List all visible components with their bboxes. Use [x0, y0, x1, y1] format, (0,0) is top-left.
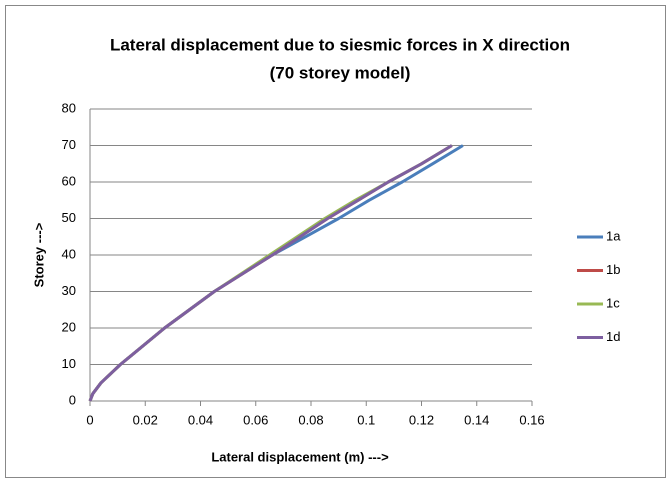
y-tick-label: 60 — [62, 173, 76, 188]
y-tick-label: 20 — [62, 319, 76, 334]
x-tick-label: 0.04 — [188, 412, 213, 427]
y-tick-label: 30 — [62, 283, 76, 298]
series-line — [88, 144, 453, 402]
x-tick-label: 0.12 — [409, 412, 434, 427]
x-tick-label: 0.1 — [357, 412, 375, 427]
y-tick-label: 0 — [69, 392, 76, 407]
legend-label: 1b — [606, 262, 620, 277]
y-tick-label: 80 — [62, 100, 76, 115]
x-tick-label: 0.02 — [133, 412, 158, 427]
y-tick-label: 50 — [62, 210, 76, 225]
x-tick-label: 0.08 — [298, 412, 323, 427]
chart-title: Lateral displacement due to siesmic forc… — [110, 35, 570, 54]
legend-label: 1a — [606, 228, 621, 243]
x-tick-label: 0.16 — [519, 412, 544, 427]
y-axis-label: Storey ---> — [31, 222, 46, 287]
chart-border — [5, 5, 666, 478]
chart-title: (70 storey model) — [270, 63, 411, 82]
x-axis-label: Lateral displacement (m) ---> — [211, 449, 389, 464]
x-tick-label: 0.14 — [464, 412, 489, 427]
legend-label: 1c — [606, 295, 620, 310]
y-tick-label: 40 — [62, 246, 76, 261]
y-tick-label: 10 — [62, 356, 76, 371]
x-tick-label: 0 — [86, 412, 93, 427]
legend-label: 1d — [606, 329, 620, 344]
y-tick-label: 70 — [62, 137, 76, 152]
x-tick-label: 0.06 — [243, 412, 268, 427]
